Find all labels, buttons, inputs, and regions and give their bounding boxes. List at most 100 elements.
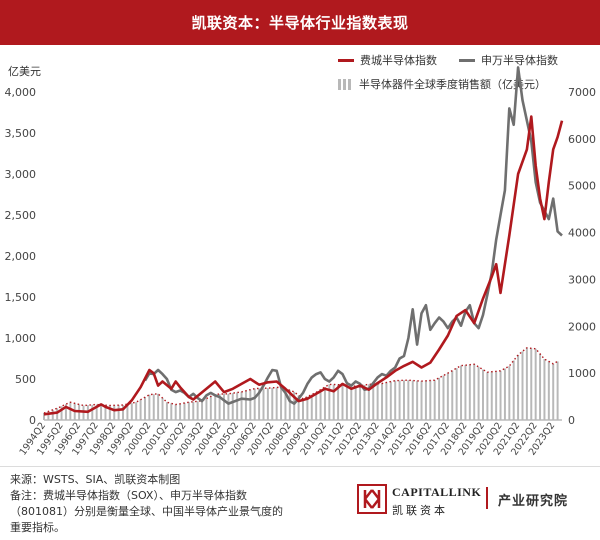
sales-bar bbox=[543, 359, 546, 420]
sales-bar bbox=[394, 380, 397, 420]
sales-bar bbox=[266, 388, 269, 420]
footer-notes: 来源：WSTS、SIA、凯联资本制图 备注：费城半导体指数（SOX）、申万半导体… bbox=[10, 472, 340, 536]
sales-bar bbox=[47, 411, 50, 420]
right-axis-tick-label: 2000 bbox=[568, 320, 596, 333]
sales-bar bbox=[130, 403, 133, 420]
sales-bar bbox=[411, 380, 414, 420]
sales-bar bbox=[539, 353, 542, 420]
sales-bar bbox=[64, 404, 67, 420]
sales-bar bbox=[297, 395, 300, 420]
sales-bar bbox=[60, 406, 63, 420]
sales-bar bbox=[446, 373, 449, 420]
sales-bar bbox=[271, 387, 274, 420]
sales-bar bbox=[205, 398, 208, 420]
right-axis-tick-label: 6000 bbox=[568, 133, 596, 146]
footer-divider bbox=[0, 466, 600, 467]
sales-bar bbox=[460, 365, 463, 420]
sales-bar bbox=[359, 385, 362, 420]
sales-bar bbox=[209, 396, 212, 420]
sales-bar bbox=[310, 394, 313, 420]
capitallink-logo-icon bbox=[357, 484, 387, 514]
sales-top-dotted-line bbox=[43, 347, 558, 414]
legend-item-sales: 半导体器件全球季度销售额（亿美元） bbox=[338, 76, 546, 92]
sales-bar bbox=[482, 369, 484, 420]
remark-line-3: 重要指标。 bbox=[10, 521, 65, 534]
sales-bar bbox=[477, 366, 480, 420]
sales-bar bbox=[486, 372, 489, 420]
sales-bar bbox=[139, 399, 142, 420]
sales-bar bbox=[323, 387, 326, 420]
sales-bar bbox=[517, 354, 520, 420]
series-line-sw bbox=[143, 66, 563, 405]
sales-bar bbox=[473, 364, 476, 420]
sales-bar bbox=[223, 393, 225, 420]
sales-bar bbox=[525, 347, 528, 420]
sales-bar bbox=[143, 397, 146, 420]
sales-bar bbox=[438, 377, 441, 420]
sales-bar bbox=[148, 394, 151, 420]
sales-bar bbox=[385, 382, 388, 420]
sales-bar bbox=[117, 405, 120, 420]
sales-bar bbox=[306, 396, 309, 420]
sales-bar bbox=[240, 391, 243, 420]
remark-line-2: （801081）分别是衡量全球、中国半导体产业景气度的 bbox=[10, 505, 283, 518]
sales-bar bbox=[293, 391, 296, 420]
sales-bar bbox=[183, 402, 186, 420]
sales-bar bbox=[161, 397, 164, 420]
sales-bar bbox=[350, 385, 353, 420]
sales-bar bbox=[174, 404, 177, 420]
brand-institute: 产业研究院 bbox=[498, 494, 569, 509]
sales-bar bbox=[165, 402, 168, 420]
sales-bar bbox=[196, 401, 199, 420]
sales-bar bbox=[288, 390, 291, 420]
sales-bar bbox=[363, 385, 366, 420]
remark-line-1: 备注：费城半导体指数（SOX）、申万半导体指数 bbox=[10, 489, 247, 502]
sales-bar bbox=[113, 405, 116, 420]
sales-bar bbox=[315, 392, 318, 420]
left-axis-tick-label: 3,500 bbox=[5, 127, 37, 140]
sales-bar bbox=[214, 394, 217, 420]
sales-bar bbox=[284, 388, 287, 420]
left-axis-tick-label: 500 bbox=[15, 373, 36, 386]
legend-swatch-sw bbox=[459, 58, 475, 62]
sales-bar bbox=[442, 375, 445, 420]
sales-bar bbox=[56, 408, 59, 420]
sales-bar bbox=[69, 402, 72, 420]
sales-bar bbox=[508, 366, 511, 420]
sales-bar bbox=[367, 384, 370, 420]
sales-bar bbox=[341, 384, 344, 420]
sales-bar bbox=[495, 371, 498, 420]
left-axis-unit: 亿美元 bbox=[8, 65, 41, 78]
sales-bar bbox=[534, 348, 537, 420]
left-axis-tick-label: 2,000 bbox=[5, 250, 37, 263]
sales-bar bbox=[424, 380, 427, 420]
brand-name-en: CAPITALLINK bbox=[392, 485, 482, 499]
sales-bar bbox=[499, 370, 502, 420]
sales-bar bbox=[328, 384, 331, 420]
left-axis-tick-label: 0 bbox=[29, 414, 36, 427]
sales-bar bbox=[420, 381, 423, 420]
sales-bar bbox=[503, 368, 506, 420]
sales-bar bbox=[429, 380, 432, 420]
sales-bar bbox=[253, 388, 256, 420]
sales-bar bbox=[354, 386, 357, 420]
brand-name-cn: 凯联资本 bbox=[392, 504, 448, 517]
sales-bar bbox=[552, 363, 555, 420]
sales-bar bbox=[302, 398, 304, 420]
sales-bar bbox=[201, 400, 204, 420]
sales-bar bbox=[249, 389, 252, 420]
sales-bar bbox=[490, 371, 493, 420]
right-axis-tick-label: 7000 bbox=[568, 86, 596, 99]
legend-swatch-sales bbox=[338, 78, 353, 90]
sales-bar bbox=[547, 361, 550, 420]
right-axis-tick-label: 0 bbox=[568, 414, 575, 427]
page-title: 凯联资本：半导体行业指数表现 bbox=[0, 0, 600, 45]
right-axis-tick-label: 5000 bbox=[568, 180, 596, 193]
sales-bar bbox=[319, 389, 322, 420]
sales-bar bbox=[192, 401, 195, 420]
sales-bar bbox=[402, 380, 405, 420]
sales-bar bbox=[275, 387, 278, 420]
sales-bar bbox=[122, 405, 125, 420]
right-axis-tick-label: 3000 bbox=[568, 273, 596, 286]
sales-bar bbox=[152, 394, 155, 420]
